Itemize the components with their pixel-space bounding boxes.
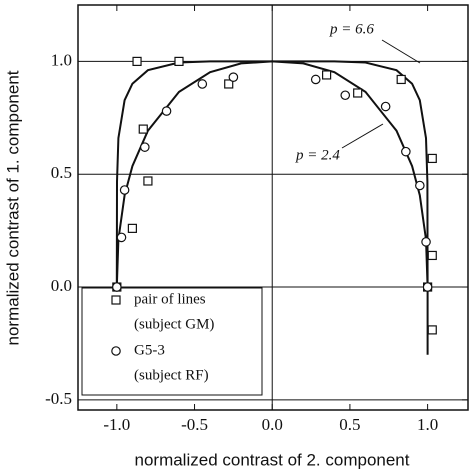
legend-marker (111, 346, 121, 356)
annotation-leader (381, 39, 421, 64)
marker-square (427, 250, 437, 261)
legend-subject: (subject GM) (134, 316, 214, 332)
marker-square (127, 223, 137, 233)
marker-circle (112, 282, 122, 292)
x-axis-label: normalized contrast of 2. component (135, 450, 410, 469)
annotation-leader (341, 123, 384, 149)
marker-circle (310, 74, 321, 85)
marker-circle (380, 101, 391, 112)
marker-circle (421, 237, 431, 247)
x-tick-label: 1.0 (417, 415, 438, 434)
x-tick-label: -0.5 (181, 415, 208, 434)
y-axis-label: normalized contrast of 1. component (3, 70, 22, 345)
marker-square (353, 88, 363, 98)
legend-box (81, 287, 263, 396)
marker-circle (340, 90, 351, 101)
marker-square (396, 74, 406, 85)
marker-circle (119, 185, 130, 195)
legend-label: G5-3 (134, 342, 165, 358)
legend-label: pair of lines (134, 291, 206, 307)
marker-circle (401, 146, 411, 157)
annotation: p = 2.4 (295, 147, 340, 163)
y-tick-label: 0.5 (51, 163, 72, 182)
marker-square (322, 70, 332, 80)
annotation: p = 6.6 (329, 21, 374, 37)
y-tick-label: 1.0 (51, 50, 72, 69)
fit-curve (115, 60, 429, 355)
x-tick-label: 0.0 (262, 415, 283, 434)
marker-circle (161, 106, 172, 116)
marker-square (224, 79, 234, 89)
marker-circle (228, 72, 239, 83)
x-tick-label: -1.0 (103, 415, 130, 434)
marker-circle (116, 232, 127, 243)
plot-frame (77, 4, 469, 411)
marker-square (138, 124, 148, 134)
marker-square (132, 56, 142, 67)
y-tick-label: 0.0 (51, 276, 72, 295)
marker-circle (140, 142, 150, 152)
marker-square (427, 153, 437, 164)
x-tick-label: 0.5 (339, 415, 360, 434)
marker-square (143, 176, 153, 186)
marker-square (427, 325, 437, 335)
legend-marker (111, 295, 121, 305)
marker-circle (422, 282, 433, 292)
marker-square (174, 56, 184, 67)
marker-circle (197, 79, 208, 89)
marker-circle (415, 180, 425, 191)
fit-curve (115, 60, 429, 288)
y-tick-label: -0.5 (45, 389, 72, 408)
legend-subject: (subject RF) (134, 367, 209, 383)
